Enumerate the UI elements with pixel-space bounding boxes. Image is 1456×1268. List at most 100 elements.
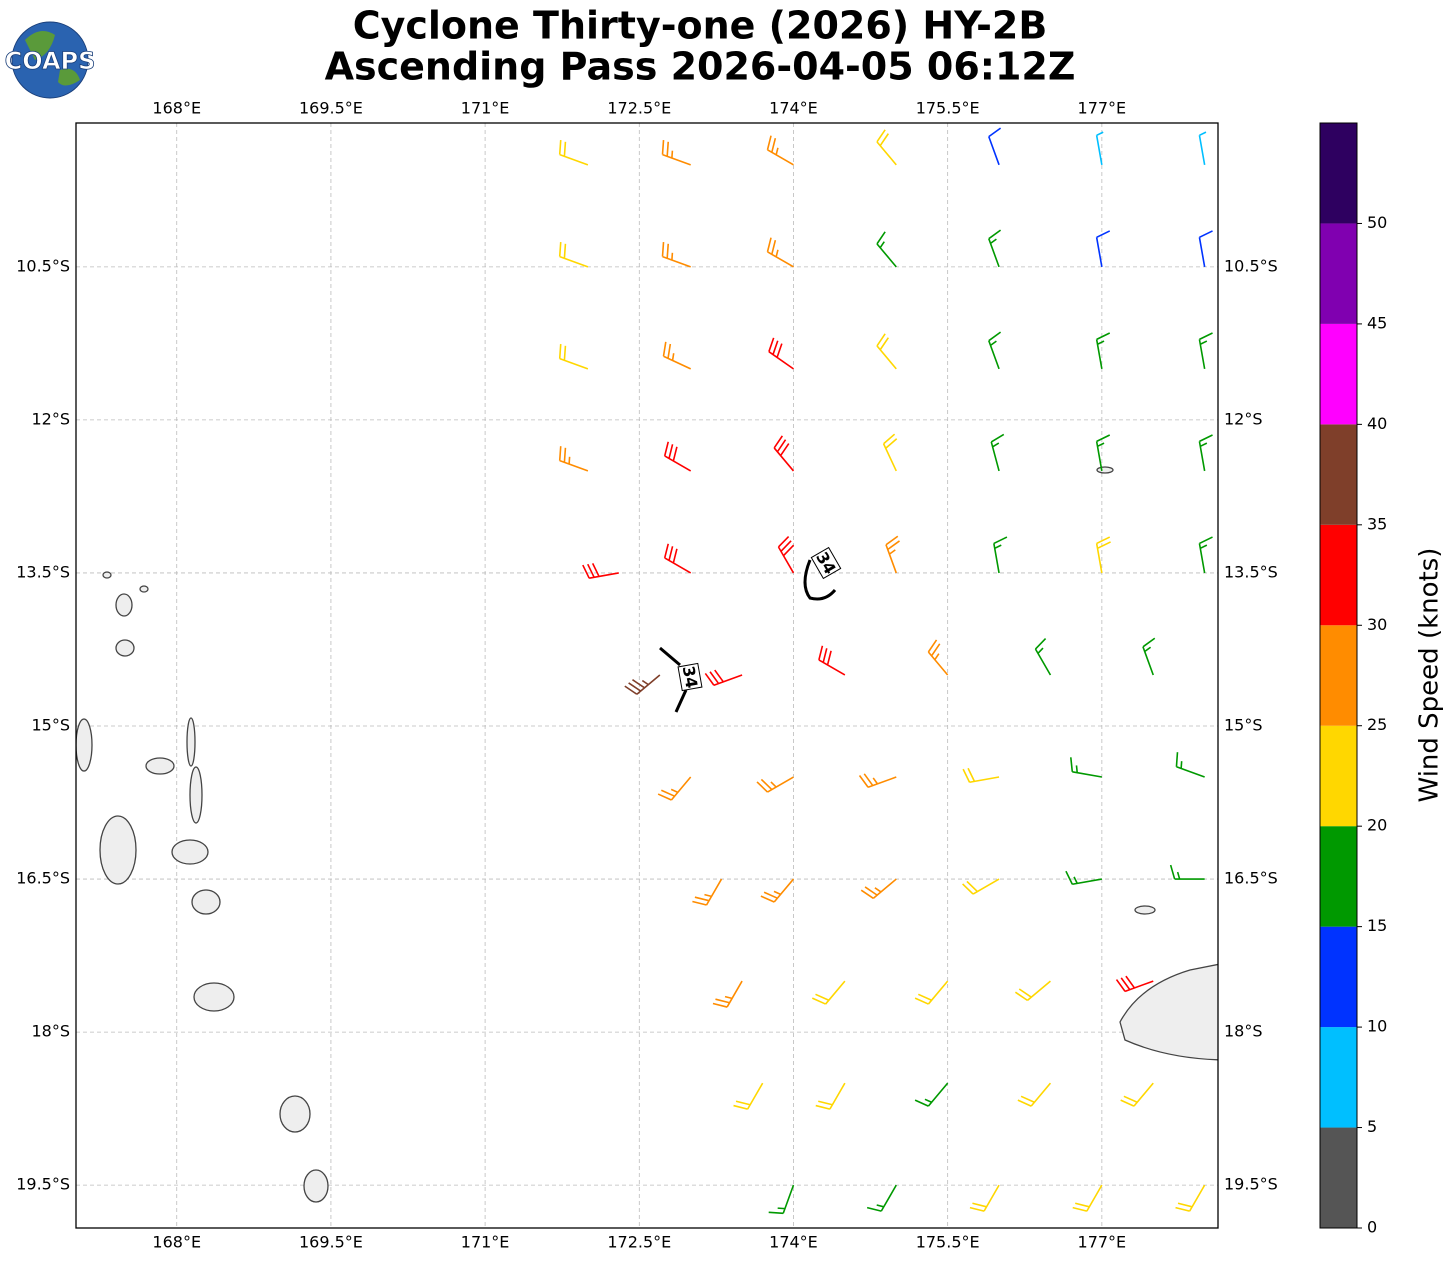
wind-barb (1095, 230, 1111, 268)
colorbar: 0 5 10 15 20 25 30 35 40 45 50 (1319, 122, 1387, 1237)
y-tick-label: 16.5°S (1224, 869, 1278, 888)
contours: 34 34 (659, 546, 842, 713)
x-tick-label: 175.5°E (916, 99, 980, 118)
wind-barb (1175, 752, 1205, 778)
colorbar-bin (1320, 1027, 1357, 1128)
wind-barb (712, 980, 743, 1008)
contour-label: 34 (679, 664, 702, 689)
x-tick-label: 174°E (769, 1233, 818, 1252)
x-tick-label: 177°E (1078, 99, 1127, 118)
wind-barb (876, 231, 897, 268)
colorbar-tick-label: 15 (1367, 916, 1387, 935)
colorbar-bin (1320, 926, 1357, 1028)
wind-barb (558, 446, 589, 472)
title-line: Cyclone Thirty-one (2026) HY-2B (353, 4, 1048, 48)
wind-barb (876, 333, 897, 370)
wind-barb (882, 433, 898, 472)
wind-barb (876, 129, 897, 166)
colorbar-tick-label: 45 (1367, 313, 1387, 332)
x-tick-label: 174°E (769, 99, 818, 118)
logo-text: COAPS (5, 47, 96, 75)
wind-barb (1069, 757, 1102, 778)
x-tick-label: 172.5°E (607, 1233, 671, 1252)
wind-barb (558, 344, 589, 370)
wind-barb (1169, 864, 1205, 880)
colorbar-tick-label: 10 (1367, 1017, 1387, 1036)
wind-barb (914, 980, 949, 1005)
wind-barb (988, 127, 1002, 166)
wind-barb (1198, 434, 1213, 472)
wind-barb (993, 536, 1008, 574)
wind-barb (773, 435, 795, 472)
y-tick-label: 13.5°S (1224, 562, 1278, 581)
grid (76, 123, 1218, 1228)
wind-barb (558, 242, 589, 268)
wind-barb (1198, 230, 1213, 268)
wind-barb (768, 1184, 795, 1215)
x-tick-label: 169.5°E (299, 1233, 363, 1252)
islands (76, 466, 1218, 1203)
wind-barb (1115, 975, 1154, 993)
colorbar-tick-label: 0 (1367, 1218, 1377, 1237)
wind-barb (657, 776, 692, 801)
wind-barb (914, 1082, 949, 1107)
colorbar-bin (1320, 826, 1357, 927)
wind-barb (766, 135, 794, 166)
colorbar-tick-label: 5 (1367, 1117, 1377, 1136)
y-tick-label: 12°S (31, 409, 70, 428)
colorbar-tick-label: 40 (1367, 414, 1387, 433)
title-line: Ascending Pass 2026-04-05 06:12Z (325, 45, 1076, 89)
wind-barb (624, 674, 661, 695)
wind-barb (818, 645, 846, 676)
x-tick-label: 177°E (1078, 1233, 1127, 1252)
wind-barb (1095, 536, 1111, 574)
colorbar-bin (1320, 725, 1357, 827)
wind-barb (1095, 332, 1111, 370)
logo: COAPS (4, 21, 96, 99)
colorbar-bin (1320, 625, 1357, 726)
y-tick-label: 18°S (31, 1022, 70, 1041)
colorbar-frame (1319, 122, 1358, 1229)
map-frame (75, 122, 1219, 1229)
wind-barb (661, 242, 691, 268)
barbs (558, 127, 1213, 1215)
wind-barb (811, 980, 846, 1005)
y-tick-label: 13.5°S (16, 562, 70, 581)
x-tick-label: 172.5°E (607, 99, 671, 118)
wind-barb (1014, 980, 1051, 1002)
y-tick-label: 16.5°S (16, 869, 70, 888)
wind-barb (858, 773, 897, 789)
wind-barb (777, 535, 795, 574)
x-tick-label: 171°E (461, 1233, 510, 1252)
wind-barb (969, 1184, 1000, 1212)
colorbar-bin (1320, 323, 1357, 425)
wind-barb (990, 433, 1005, 472)
wind-barb (760, 878, 795, 903)
wind-barb (988, 229, 1002, 268)
wind-barb (1095, 131, 1104, 165)
colorbar-label: Wind Speed (knots) (1415, 548, 1445, 803)
wind-barb (885, 535, 900, 574)
wind-barb (1175, 1184, 1206, 1212)
wind-barb (733, 1082, 764, 1110)
wind-barb (988, 331, 1002, 370)
wind-barb (962, 767, 1000, 784)
y-tick-label: 15°S (1224, 716, 1263, 735)
wind-barb (866, 1184, 897, 1212)
wind-barb (1017, 1082, 1052, 1107)
wind-barb (1065, 870, 1102, 886)
wind-barb (1142, 637, 1156, 676)
colorbar-tick-label: 25 (1367, 715, 1387, 734)
wind-barb (756, 776, 794, 793)
x-tick-label: 169.5°E (299, 99, 363, 118)
colorbar-bin (1320, 524, 1357, 626)
wind-barb (1095, 434, 1111, 472)
wind-barb (663, 543, 692, 574)
y-tick-label: 10.5°S (1224, 256, 1278, 275)
colorbar-bin (1320, 424, 1357, 525)
wind-barb (962, 878, 1000, 895)
colorbar-bin (1320, 1127, 1357, 1228)
wind-barb (860, 878, 897, 899)
colorbar-tick-label: 35 (1367, 514, 1387, 533)
